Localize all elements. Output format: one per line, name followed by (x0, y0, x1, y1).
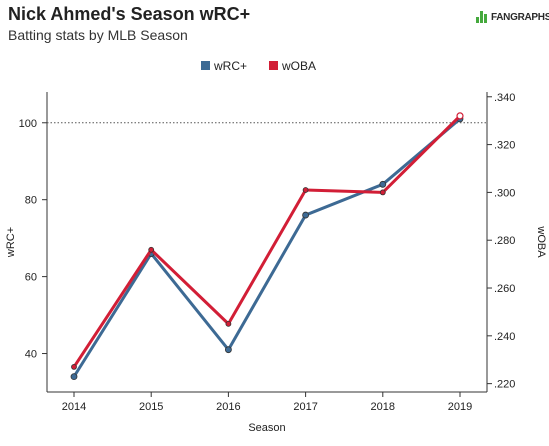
x-tick-label: 2014 (62, 401, 86, 413)
chart-title: Nick Ahmed's Season wRC+ (8, 4, 251, 24)
x-tick-label: 2017 (293, 401, 317, 413)
right-tick-label: .280 (494, 235, 515, 247)
legend-label-wrc-plus: wRC+ (213, 59, 247, 73)
data-point-wrc-plus (302, 211, 310, 219)
left-tick-label: 100 (19, 118, 37, 130)
right-tick-label: .220 (494, 379, 515, 391)
series-line-woba (72, 114, 462, 368)
legend-label-woba: wOBA (281, 59, 316, 73)
legend-swatch-woba (269, 61, 278, 70)
x-tick-label: 2019 (448, 401, 472, 413)
right-tick-label: .260 (494, 283, 515, 295)
left-tick-label: 40 (25, 349, 37, 361)
x-axis-title: Season (248, 422, 285, 434)
left-tick-label: 80 (25, 195, 37, 207)
data-point-woba (225, 320, 232, 327)
series-line-wrc-plus (72, 117, 461, 378)
left-tick-label: 60 (25, 272, 37, 284)
x-tick-label: 2016 (216, 401, 240, 413)
data-point-woba (456, 112, 464, 120)
right-tick-label: .240 (494, 331, 515, 343)
data-point-wrc-plus (224, 346, 232, 354)
data-point-wrc-plus (379, 180, 387, 188)
data-point-woba (148, 246, 155, 253)
legend-swatch-wrc-plus (201, 61, 210, 70)
data-point-woba (379, 189, 386, 196)
right-axis-title: wOBA (535, 225, 547, 258)
data-point-wrc-plus (70, 373, 78, 381)
data-point-woba (302, 187, 309, 193)
fangraphs-logo: FANGRAPHS (476, 11, 549, 23)
x-tick-label: 2015 (139, 401, 163, 413)
right-tick-label: .320 (494, 140, 515, 152)
logo-text: FANGRAPHS (491, 11, 549, 23)
fangraphs-bars-icon (476, 11, 488, 23)
right-tick-label: .340 (494, 92, 515, 104)
right-tick-label: .300 (494, 187, 515, 199)
chart-subtitle: Batting stats by MLB Season (8, 27, 188, 43)
x-tick-label: 2018 (371, 401, 395, 413)
left-axis-title: wRC+ (5, 227, 17, 258)
data-point-woba (71, 364, 77, 370)
